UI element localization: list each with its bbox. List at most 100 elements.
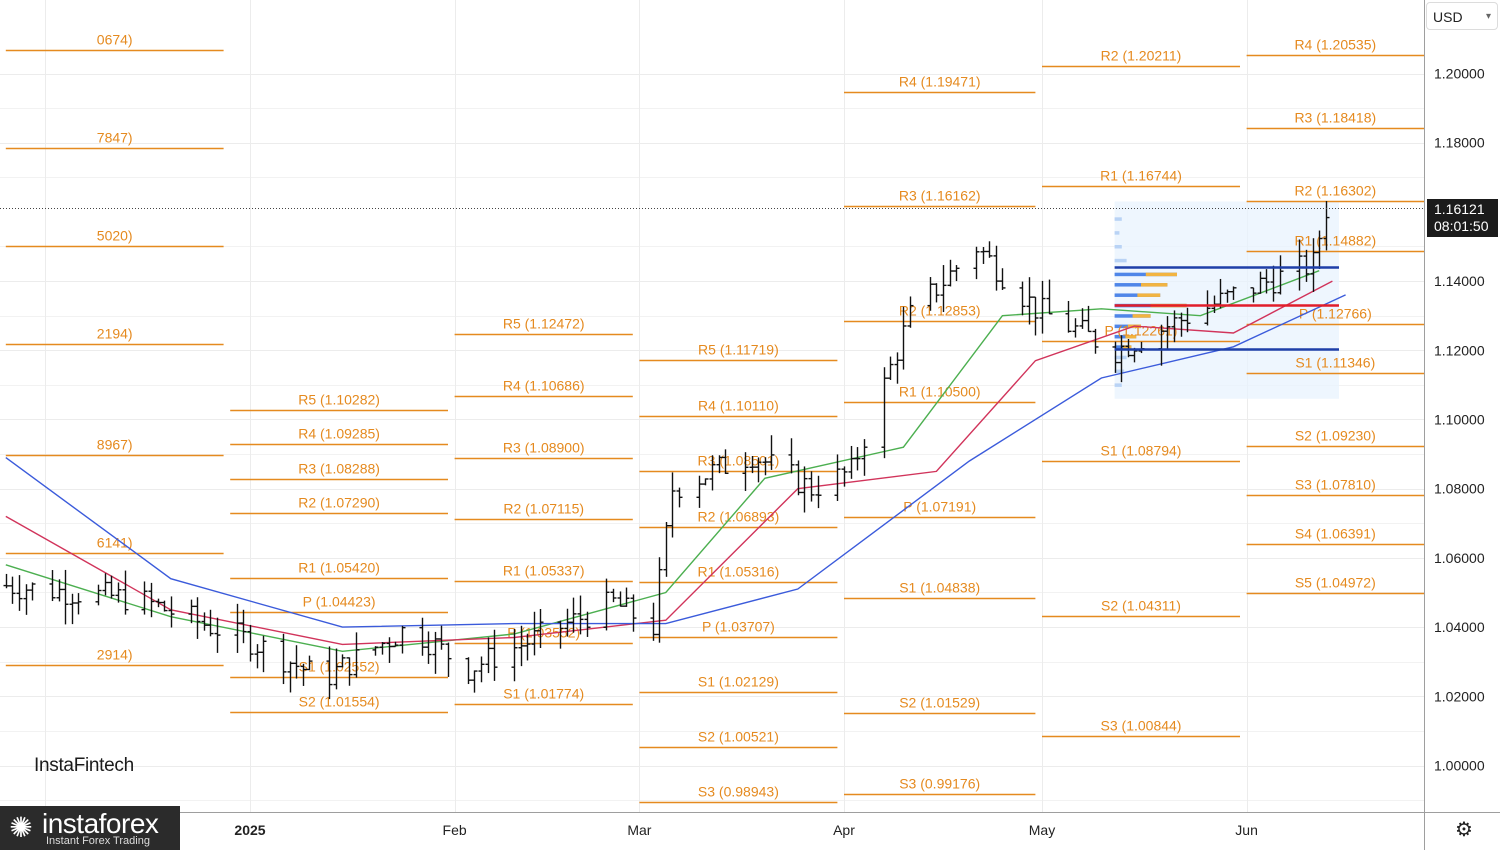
ohlc-bar [577,595,584,635]
pivot-label: 8967) [97,437,133,453]
time-axis-label: Feb [443,822,467,838]
ohlc-bars [3,201,1330,700]
ohlc-bar [326,646,333,700]
pivot-label: 0674) [97,32,133,48]
ohlc-bar [894,352,901,384]
time-axis[interactable]: 2025 Feb Mar Apr May Jun [234,822,1257,838]
pivot-label: S1 (1.04838) [899,580,980,596]
ohlc-bar [234,603,241,653]
pivot-levels: 0674) 7847) 5020) 2194) 8967) 6141) 2914) R5 (1… [5,32,1424,804]
ohlc-bar [379,642,386,655]
gear-icon[interactable]: ⚙ [1455,819,1473,841]
ohlc-bar [287,661,294,693]
ohlc-bar [465,657,472,685]
ohlc-bar [900,306,907,370]
pivot-label: R2 (1.07115) [503,501,584,517]
ohlc-bar [1019,281,1026,316]
pivot-label: R2 (1.12853) [899,303,981,319]
price-axis-label: 1.10000 [1434,412,1485,428]
ohlc-bar [353,632,360,678]
pivot-label: P (1.12766) [1299,306,1372,322]
price-axis-label: 1.04000 [1434,619,1485,635]
pivot-label: S3 (1.00844) [1101,718,1182,734]
ohlc-bar [16,575,23,611]
ohlc-bar [755,457,762,483]
ohlc-bar [676,487,683,508]
volume-profile-bar [1114,369,1125,374]
ohlc-bar [346,657,353,686]
ohlc-bar [669,472,676,538]
pivot-label: 6141) [97,535,133,551]
pivot-label: R2 (1.20211) [1101,48,1182,64]
time-axis-label: May [1029,822,1055,838]
ohlc-bar [260,635,267,673]
ohlc-bar [201,612,208,631]
time-axis-label: 2025 [234,822,265,838]
ohlc-bar [709,455,716,491]
ohlc-bar [108,575,115,599]
ohlc-bar [1323,201,1330,251]
ohlc-bar [69,593,76,625]
ohlc-bar [1310,238,1317,292]
pivot-label: R3 (1.18418) [1294,110,1376,126]
ohlc-bar [306,655,313,671]
pivot-label: S1 (1.01774) [503,686,584,702]
ohlc-bar [1277,255,1284,295]
ohlc-bar [1125,339,1132,358]
ohlc-bar [722,449,729,474]
logo-icon: ✺ [9,812,33,843]
ohlc-bar [280,633,287,685]
ohlc-bar [907,296,914,328]
ohlc-bar [933,283,940,303]
ohlc-bar [999,268,1006,290]
pivot-label: R4 (1.09285) [298,426,380,442]
ohlc-bar [1296,239,1303,291]
brand-watermark: InstaFintech [34,755,134,776]
ohlc-bar [333,648,340,690]
ohlc-bar [188,599,195,624]
ohlc-bar [696,475,703,508]
logo-name: instaforex [42,808,159,839]
ohlc-bar [1112,341,1119,373]
ohlc-bar [56,579,63,602]
ohlc-bar [29,582,36,601]
pivot-label: R3 (1.08501) [698,453,780,469]
time-axis-label: Mar [627,822,651,838]
moving-average-line [5,294,1346,628]
bar-countdown: 08:01:50 [1434,218,1489,234]
ohlc-bar [1046,279,1053,315]
ohlc-bar [471,670,478,693]
price-axis[interactable]: 1.20000 1.18000 1.14000 1.12000 1.10000 1.080… [1434,66,1485,774]
price-axis-label: 1.12000 [1434,342,1485,358]
pivot-label: R3 (1.08288) [298,461,380,477]
ohlc-bar [75,593,82,615]
pivot-label: R3 (1.16162) [899,188,981,204]
ohlc-bar [603,578,610,631]
ohlc-bar [524,633,531,661]
ohlc-bar [993,245,1000,291]
pivot-label: R5 (1.12472) [503,316,585,332]
volume-profile-bar-up [1132,314,1151,318]
ohlc-bar [478,656,485,683]
volume-profile-bar [1114,245,1122,249]
ohlc-bar [168,596,175,628]
ohlc-bar [584,611,591,637]
pivot-label: R4 (1.10686) [503,378,585,394]
pivot-label: R1 (1.10500) [899,384,981,400]
currency-selector[interactable]: USD ▾ [1426,2,1498,30]
pivot-label: S2 (1.00521) [698,729,779,745]
ohlc-bar [854,447,861,471]
ohlc-bar [663,521,670,577]
ohlc-bar [927,277,934,311]
ohlc-bar [386,637,393,663]
ohlc-bar [1065,300,1072,333]
ohlc-bar [656,557,663,643]
time-axis-label: Apr [833,822,855,838]
ohlc-bar [1039,280,1046,334]
ohlc-bar [432,631,439,674]
ohlc-bar [570,597,577,633]
pivot-label: R3 (1.08900) [503,440,585,456]
ohlc-bar [293,645,300,679]
ohlc-bar [531,611,538,656]
